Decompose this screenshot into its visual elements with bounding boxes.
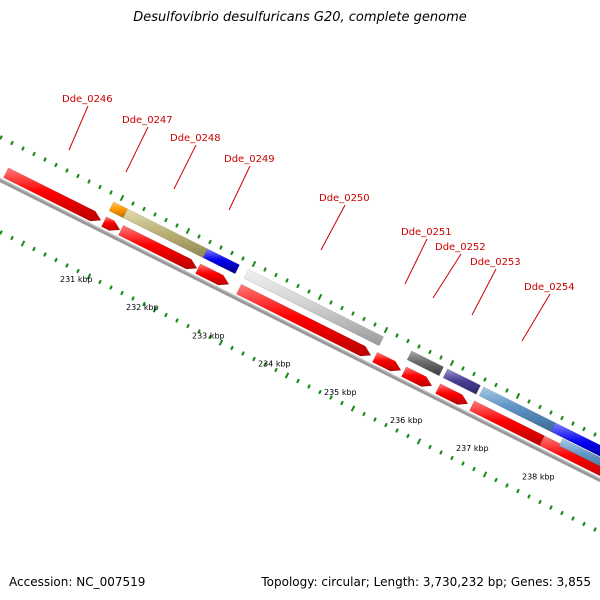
cds-arrow[interactable] [101,216,121,231]
gene-block-dde-0250[interactable] [243,268,384,347]
cds-arrow[interactable] [236,283,372,357]
gene-block-dde-0254-lower[interactable] [558,438,600,476]
kbp-label: 235 kbp [324,388,357,397]
genome-title: Desulfovibrio desulfuricans G20, complet… [133,10,467,25]
gene-label-dde-0253[interactable]: Dde_0253 [470,257,521,268]
gene-label-dde-0251[interactable]: Dde_0251 [401,227,452,238]
gene-label-dde-0254[interactable]: Dde_0254 [524,282,575,293]
gene-label-dde-0250[interactable]: Dde_0250 [319,193,370,204]
cds-arrow[interactable] [195,263,230,286]
cds-arrow[interactable] [372,351,402,372]
forward-strand-scale [0,230,597,532]
cds-arrow[interactable] [401,366,433,387]
reverse-strand-scale [0,135,597,437]
kbp-label: 233 kbp [192,331,225,340]
gene-label-dde-0249[interactable]: Dde_0249 [224,154,275,165]
gene-block-dde-0251[interactable] [406,350,444,377]
accession-text: Accession: NC_007519 [9,575,146,589]
kbp-label: 237 kbp [456,444,489,453]
kbp-label: 236 kbp [390,416,423,425]
gene-block-dde-0254[interactable] [550,422,600,466]
cds-arrow[interactable] [539,435,600,481]
kbp-labels: 231 kbp 232 kbp 233 kbp 234 kbp 235 kbp 236 k… [60,275,555,481]
genome-backbone [0,177,600,483]
gene-label-dde-0246[interactable]: Dde_0246 [62,94,113,105]
gene-label-dde-0252[interactable]: Dde_0252 [435,242,486,253]
kbp-label: 238 kbp [522,472,555,481]
genome-summary-text: Topology: circular; Length: 3,730,232 bp… [261,575,591,589]
gene-block-dde-0252[interactable] [442,368,481,395]
kbp-label: 232 kbp [126,303,159,312]
cds-arrow[interactable] [118,224,198,270]
cds-arrow[interactable] [3,167,102,222]
cds-arrow[interactable] [435,383,469,405]
gene-label-dde-0247[interactable]: Dde_0247 [122,115,173,126]
kbp-label: 234 kbp [258,360,291,369]
gene-block-dde-0249[interactable] [202,248,240,275]
kbp-label: 231 kbp [60,275,93,284]
gene-label-dde-0248[interactable]: Dde_0248 [170,133,221,144]
